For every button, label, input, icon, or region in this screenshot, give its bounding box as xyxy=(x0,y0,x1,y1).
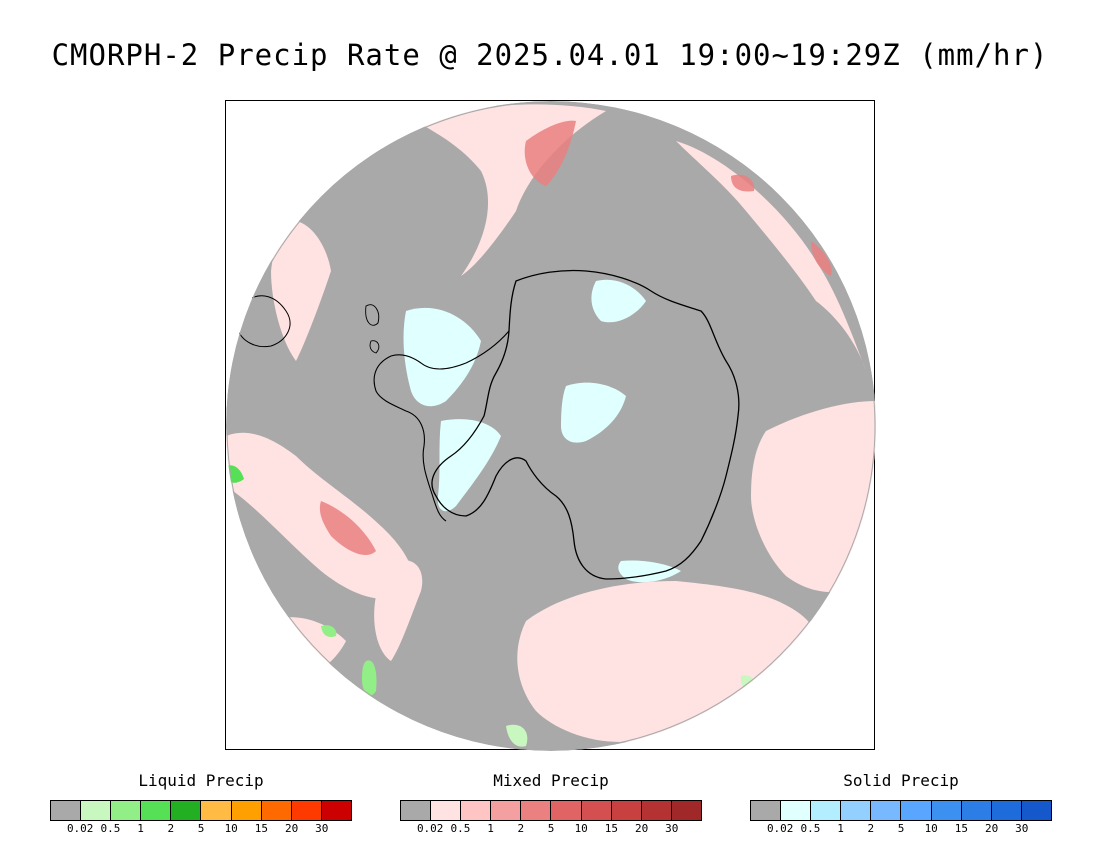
tick-label-solid-8: 30 xyxy=(1015,822,1029,835)
color-swatch-liquid-8 xyxy=(291,801,322,820)
polar-stereographic-map xyxy=(226,101,876,751)
color-swatch-mixed-5 xyxy=(551,801,582,820)
tick-label-liquid-5: 10 xyxy=(224,822,238,835)
legend-title-mixed: Mixed Precip xyxy=(493,771,609,790)
precip-map xyxy=(225,100,876,751)
tick-label-liquid-2: 1 xyxy=(137,822,144,835)
tick-label-solid-1: 0.5 xyxy=(800,822,821,835)
color-swatch-liquid-9 xyxy=(321,801,351,820)
color-swatch-solid-4 xyxy=(871,801,902,820)
color-swatch-liquid-0 xyxy=(51,801,82,820)
tick-label-liquid-1: 0.5 xyxy=(100,822,121,835)
tick-label-liquid-8: 30 xyxy=(315,822,329,835)
color-swatch-solid-8 xyxy=(991,801,1022,820)
antarctic-peninsula-coastline xyxy=(373,330,510,522)
color-swatch-mixed-7 xyxy=(611,801,642,820)
tick-label-solid-0: 0.02 xyxy=(766,822,794,835)
color-swatch-mixed-3 xyxy=(491,801,522,820)
color-swatch-solid-3 xyxy=(841,801,872,820)
color-swatch-solid-5 xyxy=(901,801,932,820)
tick-label-mixed-4: 5 xyxy=(547,822,555,835)
tick-label-liquid-3: 2 xyxy=(167,822,175,835)
color-swatch-mixed-6 xyxy=(581,801,612,820)
color-swatch-solid-2 xyxy=(811,801,842,820)
tick-label-solid-2: 1 xyxy=(837,822,844,835)
color-swatch-mixed-2 xyxy=(461,801,492,820)
solid-precip-areas xyxy=(403,279,681,583)
tick-label-mixed-7: 20 xyxy=(634,822,649,835)
chart-title: CMORPH-2 Precip Rate @ 2025.04.01 19:00~… xyxy=(51,38,1049,72)
ticks-solid: 0.02 0.5 1 2 5 10 15 20 30 xyxy=(750,821,1052,835)
legend-solid-precip: Solid Precip 0.02 0.5 1 2 5 10 15 20 30 xyxy=(750,770,1052,835)
color-swatch-solid-6 xyxy=(931,801,962,820)
color-swatch-liquid-4 xyxy=(171,801,202,820)
color-swatch-liquid-6 xyxy=(231,801,262,820)
color-swatch-liquid-5 xyxy=(201,801,232,820)
tick-label-mixed-5: 10 xyxy=(574,822,588,835)
legend-mixed-precip: Mixed Precip 0.02 0.5 1 2 5 10 15 20 30 xyxy=(400,770,702,835)
tick-label-solid-5: 10 xyxy=(924,822,938,835)
tick-label-solid-6: 15 xyxy=(954,822,969,835)
mixed-precip-heavier xyxy=(319,120,832,556)
tick-label-solid-3: 2 xyxy=(867,822,875,835)
color-swatch-mixed-8 xyxy=(641,801,672,820)
tick-label-mixed-6: 15 xyxy=(604,822,619,835)
tick-label-liquid-4: 5 xyxy=(197,822,205,835)
color-swatch-liquid-2 xyxy=(111,801,142,820)
color-swatch-liquid-7 xyxy=(261,801,292,820)
color-swatch-solid-9 xyxy=(1021,801,1051,820)
tick-label-mixed-2: 1 xyxy=(487,822,494,835)
color-swatch-mixed-4 xyxy=(521,801,552,820)
tick-label-solid-7: 20 xyxy=(984,822,999,835)
legend-title-solid: Solid Precip xyxy=(843,771,959,790)
color-swatch-liquid-3 xyxy=(141,801,172,820)
tick-label-liquid-7: 20 xyxy=(284,822,299,835)
ticks-liquid: 0.02 0.5 1 2 5 10 15 20 30 xyxy=(50,821,352,835)
legend-liquid-precip: Liquid Precip 0.02 0.5 1 2 5 10 15 20 30 xyxy=(50,770,352,835)
peninsula-islands-coastline xyxy=(365,304,380,354)
tick-label-liquid-0: 0.02 xyxy=(66,822,94,835)
colorbar-solid xyxy=(750,800,1052,821)
tick-label-mixed-3: 2 xyxy=(517,822,525,835)
ticks-mixed: 0.02 0.5 1 2 5 10 15 20 30 xyxy=(400,821,702,835)
tick-label-mixed-8: 30 xyxy=(665,822,679,835)
color-swatch-solid-1 xyxy=(781,801,812,820)
color-swatch-mixed-9 xyxy=(671,801,701,820)
antarctica-coastline xyxy=(431,269,740,580)
colorbar-mixed xyxy=(400,800,702,821)
color-swatch-liquid-1 xyxy=(81,801,112,820)
tick-label-solid-4: 5 xyxy=(897,822,905,835)
color-swatch-mixed-0 xyxy=(401,801,432,820)
tick-label-mixed-1: 0.5 xyxy=(450,822,471,835)
map-edge xyxy=(226,101,876,751)
color-swatch-mixed-1 xyxy=(431,801,462,820)
tick-label-mixed-0: 0.02 xyxy=(416,822,444,835)
color-swatch-solid-0 xyxy=(751,801,782,820)
color-swatch-solid-7 xyxy=(961,801,992,820)
tick-label-liquid-6: 15 xyxy=(254,822,269,835)
legend-title-liquid: Liquid Precip xyxy=(138,771,264,790)
colorbar-liquid xyxy=(50,800,352,821)
